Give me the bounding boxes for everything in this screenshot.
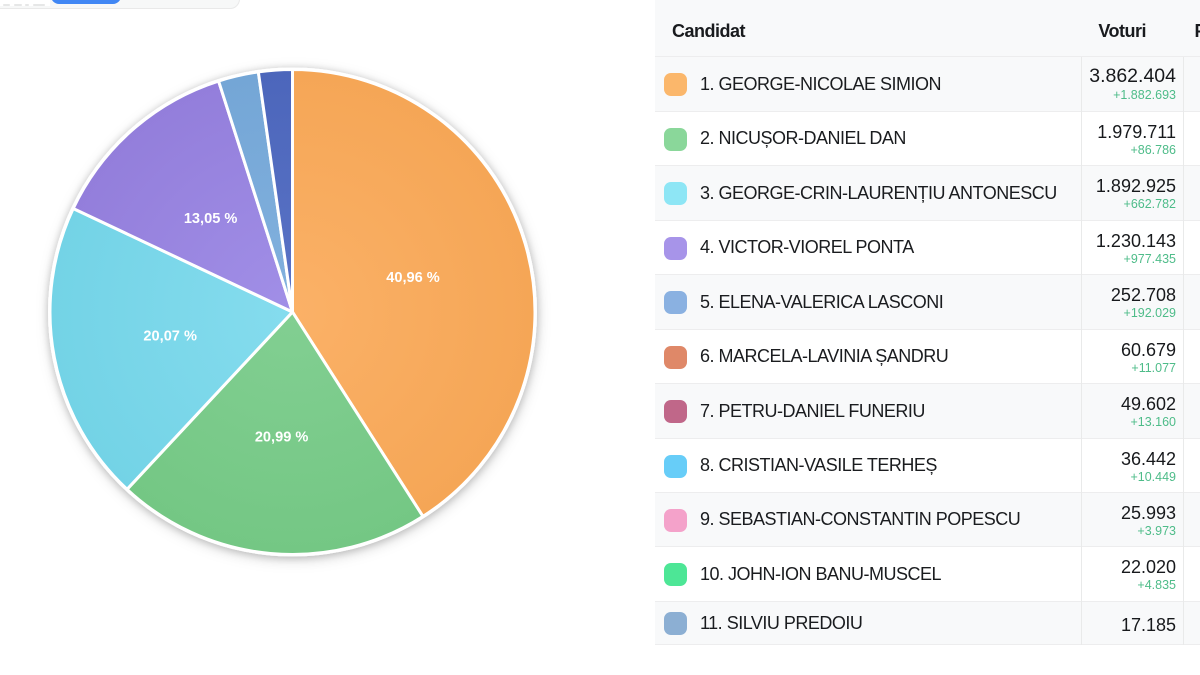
svg-text:20,07 %: 20,07 % (143, 329, 197, 345)
svg-text:40,96 %: 40,96 % (386, 270, 440, 286)
svg-text:20,99 %: 20,99 % (255, 430, 309, 446)
svg-text:13,05 %: 13,05 % (184, 211, 238, 227)
